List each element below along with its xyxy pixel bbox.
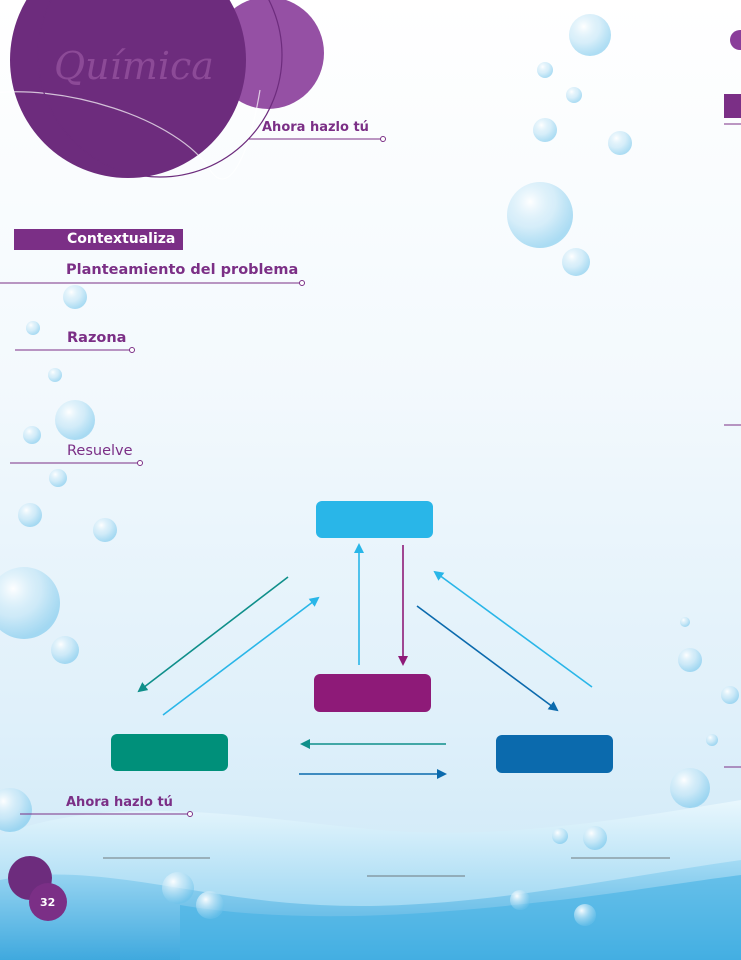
- subject-title: Química: [54, 44, 214, 88]
- arrow-top-to-right: [416, 605, 559, 712]
- diagram-box-center[interactable]: [314, 674, 431, 712]
- razona-heading: Razona: [67, 330, 127, 346]
- resuelve-heading: Resuelve: [67, 443, 133, 459]
- ahora-hazlo-tu-top-heading: Ahora hazlo tú: [262, 120, 369, 135]
- ahora-hazlo-tu-bottom-heading: Ahora hazlo tú: [66, 795, 173, 810]
- arrow-left-to-top: [162, 596, 320, 716]
- section-rules: [0, 123, 741, 817]
- diagram-box-left[interactable]: [111, 734, 228, 771]
- planteamiento-heading: Planteamiento del problema: [66, 262, 299, 278]
- diagram-box-right[interactable]: [496, 735, 613, 773]
- diagram-box-top[interactable]: [316, 501, 433, 538]
- answer-lines: [103, 857, 670, 877]
- contextualiza-badge: Contextualiza: [14, 229, 184, 250]
- page-number: 32: [40, 896, 56, 909]
- arrow-right-to-top: [433, 570, 593, 688]
- arrow-top-to-left: [137, 576, 289, 693]
